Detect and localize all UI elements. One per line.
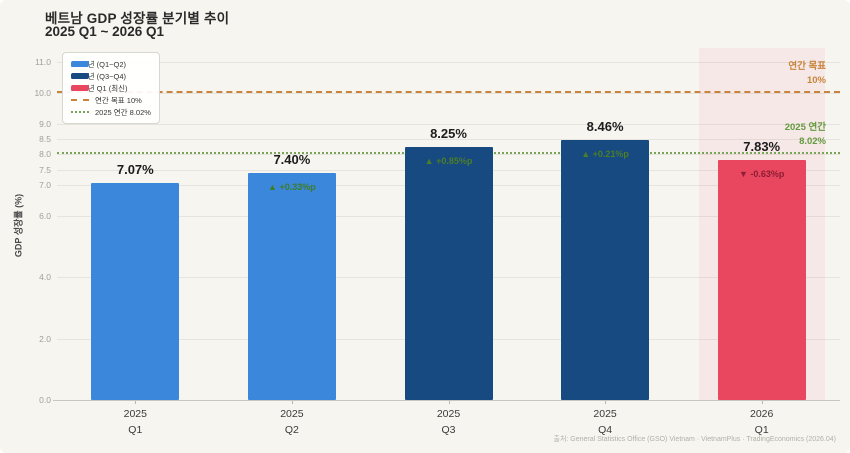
x-axis-label: 2025 Q4 xyxy=(593,408,617,437)
legend-label: 2025년 (Q3~Q4) xyxy=(71,71,127,81)
target-reference-line xyxy=(57,91,840,93)
gridline xyxy=(57,123,840,125)
bar-value-label: 8.46% xyxy=(586,119,624,135)
bar-value-label: 7.40% xyxy=(273,151,311,167)
y-tick-label: 8.5 xyxy=(39,134,51,145)
target-annotation: 연간 목표 10% xyxy=(788,61,826,87)
x-axis-label: 2026 Q1 xyxy=(750,408,774,437)
annual-annotation: 2025 연간 8.02% xyxy=(784,121,826,148)
source-note: 출처: General Statistics Office (GSO) Viet… xyxy=(553,436,837,443)
legend-swatch-dotted xyxy=(71,111,89,113)
legend-swatch-bar xyxy=(71,85,89,91)
gridline xyxy=(57,139,840,141)
legend-label: 연간 목표 10% xyxy=(95,95,142,105)
bar-value-label: 7.07% xyxy=(116,161,154,177)
x-axis-label: 2025 Q3 xyxy=(436,408,461,437)
x-axis-label: 2025 Q2 xyxy=(280,408,304,437)
x-tick xyxy=(448,400,450,404)
legend-swatch-dashed xyxy=(71,99,89,101)
bar-delta-label: ▲ +0.33%p xyxy=(268,181,316,192)
bar-2026-q1 xyxy=(717,159,806,400)
legend: 2025년 (Q1~Q2) 2025년 (Q3~Q4) 2026년 Q1 (최신) 연… xyxy=(62,52,160,124)
y-tick-label: 2.0 xyxy=(39,333,51,344)
legend-item: 2026년 Q1 (최신) xyxy=(71,82,151,94)
bar-delta-label: ▲ +0.21%p xyxy=(581,149,629,160)
bar-2025-q1 xyxy=(91,182,180,400)
y-tick-label: 0.0 xyxy=(39,395,51,405)
y-tick-label: 7.0 xyxy=(39,180,51,191)
bar-2025-q4 xyxy=(561,140,650,400)
x-tick xyxy=(761,400,763,404)
legend-swatch-bar xyxy=(71,73,89,79)
x-tick xyxy=(135,400,137,404)
x-tick xyxy=(291,400,293,404)
x-tick xyxy=(605,400,607,404)
gridline xyxy=(57,62,840,64)
bar-delta-label: ▼ -0.63%p xyxy=(738,168,785,179)
bar-value-label: 7.83% xyxy=(743,138,781,154)
bar-2025-q3 xyxy=(404,146,493,400)
legend-label: 2025 연간 8.02% xyxy=(95,107,151,117)
y-tick-label: 11.0 xyxy=(35,57,51,68)
y-tick-label: 8.0 xyxy=(39,149,51,160)
legend-item: 2025년 (Q1~Q2) xyxy=(71,58,151,70)
legend-item: 2025 연간 8.02% xyxy=(71,106,151,118)
y-tick-label: 6.0 xyxy=(39,210,51,221)
bar-delta-label: ▲ +0.85%p xyxy=(424,155,473,166)
legend-item: 연간 목표 10% xyxy=(71,94,151,106)
y-tick-label: 4.0 xyxy=(39,272,51,283)
legend-label: 2026년 Q1 (최신) xyxy=(71,83,128,93)
y-tick-label: 10.0 xyxy=(34,88,51,98)
legend-swatch-bar xyxy=(71,61,89,67)
y-tick-label: 7.5 xyxy=(39,164,51,175)
bar-2025-q2 xyxy=(247,172,336,400)
x-axis-line xyxy=(53,400,840,401)
y-tick-label: 9.0 xyxy=(39,118,51,129)
bar-value-label: 8.25% xyxy=(430,125,467,141)
legend-label: 2025년 (Q1~Q2) xyxy=(71,59,127,69)
x-axis-label: 2025 Q1 xyxy=(123,408,147,437)
legend-item: 2025년 (Q3~Q4) xyxy=(71,70,151,82)
gridline xyxy=(57,93,840,94)
chart-subtitle: 2025 Q1 ~ 2026 Q1 xyxy=(45,24,164,39)
chart-title: 베트남 GDP 성장률 분기별 추이 xyxy=(45,11,230,26)
